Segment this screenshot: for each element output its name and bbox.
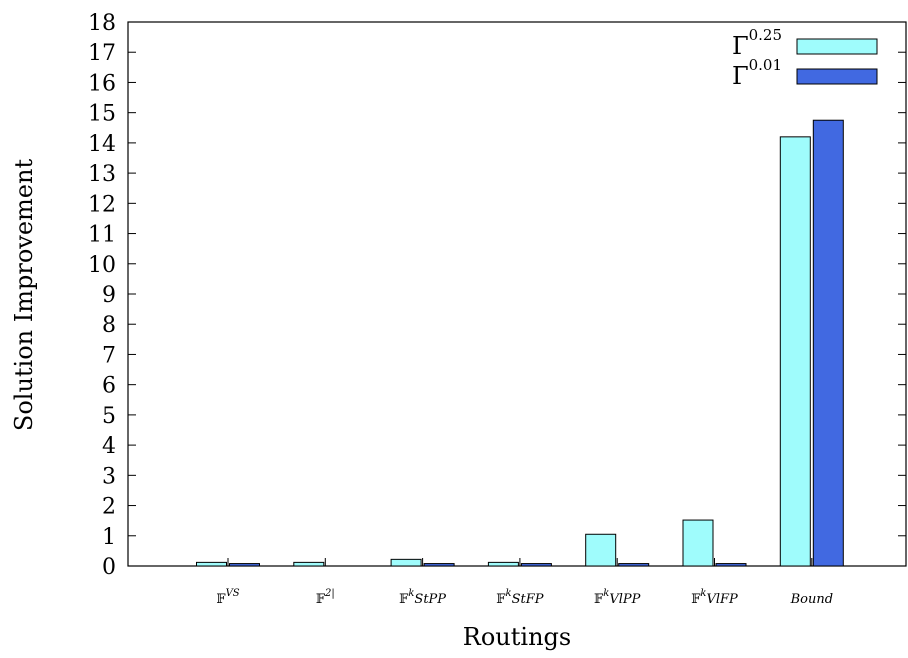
bar-series-2 bbox=[812, 119, 844, 567]
y-tick-label: 18 bbox=[88, 11, 116, 36]
y-tick-label: 13 bbox=[88, 162, 116, 187]
x-tick-label: 𝔽2| bbox=[316, 588, 335, 607]
y-axis-title: Solution Improvement bbox=[10, 159, 38, 432]
y-tick-label: 9 bbox=[102, 283, 116, 308]
bar-series-1 bbox=[779, 136, 811, 567]
x-tick-label: 𝔽VS bbox=[216, 588, 239, 607]
x-tick-label: 𝔽kStFP bbox=[496, 588, 543, 607]
x-tick-label: Bound bbox=[790, 592, 833, 607]
y-tick-label: 7 bbox=[102, 343, 116, 368]
x-tick-label: 𝔽kVlPP bbox=[594, 588, 641, 607]
bar-series-2 bbox=[423, 563, 455, 567]
y-tick-label: 14 bbox=[88, 132, 116, 157]
y-tick-label: 3 bbox=[102, 464, 116, 489]
bar-series-2 bbox=[715, 563, 747, 567]
bars bbox=[196, 119, 844, 567]
bar-series-2 bbox=[520, 563, 552, 567]
y-tick-label: 5 bbox=[102, 404, 116, 429]
x-tick-label: 𝔽kVlFP bbox=[691, 588, 738, 607]
bar-series-1 bbox=[585, 533, 617, 567]
x-axis-title: Routings bbox=[463, 623, 571, 651]
bar-series-1 bbox=[487, 561, 519, 567]
y-tick-label: 2 bbox=[102, 495, 116, 520]
y-tick-label: 16 bbox=[88, 71, 116, 96]
y-tick-label: 15 bbox=[88, 102, 116, 127]
legend-label: Γ0.01 bbox=[732, 56, 782, 90]
y-tick-label: 10 bbox=[88, 253, 116, 278]
y-tick-label: 17 bbox=[88, 41, 116, 66]
y-tick-label: 12 bbox=[88, 192, 116, 217]
bar-series-2 bbox=[229, 563, 260, 567]
legend-swatch bbox=[796, 38, 878, 55]
legend-label: Γ0.25 bbox=[732, 26, 782, 60]
bar-series-2 bbox=[618, 563, 650, 567]
bar-series-1 bbox=[293, 561, 325, 567]
y-tick-label: 1 bbox=[102, 525, 116, 550]
bar-series-1 bbox=[196, 561, 227, 567]
y-tick-label: 0 bbox=[102, 555, 116, 580]
y-tick-label: 4 bbox=[102, 434, 116, 459]
y-tick-label: 6 bbox=[102, 374, 116, 399]
bar-series-1 bbox=[390, 558, 422, 567]
x-tick-labels: 𝔽VS 𝔽2| 𝔽kStPP 𝔽kStFP 𝔽kVlPP 𝔽kVlFP Bound bbox=[216, 588, 833, 607]
legend-swatch bbox=[796, 68, 878, 85]
x-tick-label: 𝔽kStPP bbox=[399, 588, 446, 607]
y-tick-label: 8 bbox=[102, 313, 116, 338]
bar-series-1 bbox=[682, 519, 714, 567]
y-tick-label: 11 bbox=[88, 223, 116, 248]
